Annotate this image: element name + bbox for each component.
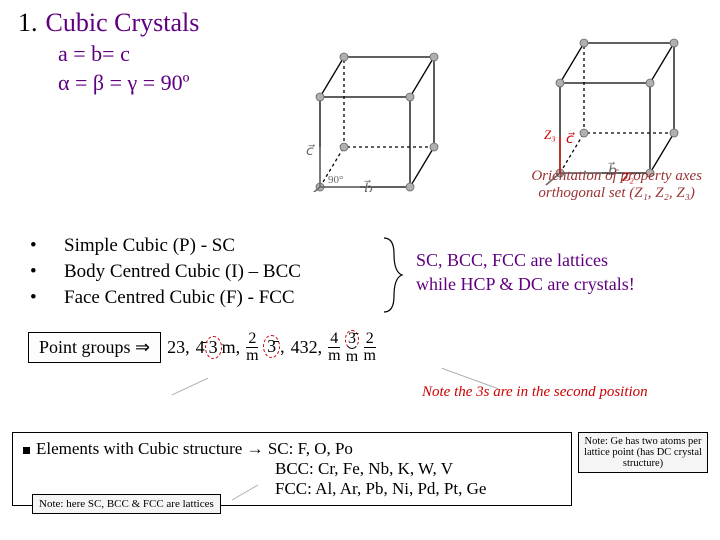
svg-text:b⃗: b⃗: [364, 179, 373, 192]
circled-3bar-icon: 3̄: [263, 335, 280, 358]
note-line1: SC, BCC, FCC are lattices: [416, 248, 635, 272]
point-groups-label: Point groups ⇒: [28, 332, 161, 363]
bullet-bcc: Body Centred Cubic (I) – BCC: [64, 261, 301, 283]
heading-number: 1.: [0, 0, 46, 38]
sub-note-lattices: Note: here SC, BCC & FCC are lattices: [32, 494, 221, 514]
elements-line1: Elements with Cubic structure → SC: F, O…: [23, 439, 561, 459]
ge-note: Note: Ge has two atoms per lattice point…: [578, 432, 708, 473]
note-3s-position: Note the 3s are in the second position: [422, 384, 648, 401]
circled-3-icon: 3: [205, 336, 222, 359]
list-item: •Face Centred Cubic (F) - FCC: [30, 287, 301, 309]
point-groups-row: Point groups ⇒ 23, 4̄3m, 2m 3̄, 432, 4m …: [28, 330, 376, 366]
svg-text:c⃗: c⃗: [566, 132, 575, 147]
orientation-caption: Orientation of property axes orthogonal …: [531, 168, 702, 202]
orientation-line1: Orientation of property axes: [531, 168, 702, 185]
bullet-fcc: Face Centred Cubic (F) - FCC: [64, 287, 295, 309]
svg-text:c⃗: c⃗: [306, 144, 315, 159]
list-item: •Body Centred Cubic (I) – BCC: [30, 261, 301, 283]
pg-43m: 4̄3m,: [196, 336, 241, 359]
elements-line2: BCC: Cr, Fe, Nb, K, W, V: [23, 459, 561, 479]
brace-icon: [376, 236, 406, 319]
note-line2: while HCP & DC are crystals!: [416, 272, 635, 296]
bullet-square-icon: [23, 447, 30, 454]
lattice-types-list: •Simple Cubic (P) - SC •Body Centred Cub…: [30, 235, 301, 313]
lattice-vs-crystal-note: SC, BCC, FCC are lattices while HCP & DC…: [416, 248, 635, 297]
list-item: •Simple Cubic (P) - SC: [30, 235, 301, 257]
circled-3bar-icon: 3̄: [345, 330, 359, 349]
pg-23: 23,: [167, 337, 190, 358]
bullet-sc: Simple Cubic (P) - SC: [64, 235, 235, 257]
arrow-line: [172, 378, 209, 396]
orientation-line2: orthogonal set (Z₁, Z₂, Z₃): [531, 185, 702, 202]
heading-title: Cubic Crystals: [46, 0, 200, 38]
pg-4m3m2m: 4m 3̄m 2m: [328, 330, 376, 366]
svg-text:Z₃: Z₃: [544, 127, 556, 142]
pg-432: 432,: [291, 337, 323, 358]
svg-text:90°: 90°: [328, 174, 343, 186]
cube-diagram-left: a⃗b⃗c⃗90°: [300, 42, 470, 197]
pg-2m3: 2m 3̄,: [246, 331, 284, 366]
